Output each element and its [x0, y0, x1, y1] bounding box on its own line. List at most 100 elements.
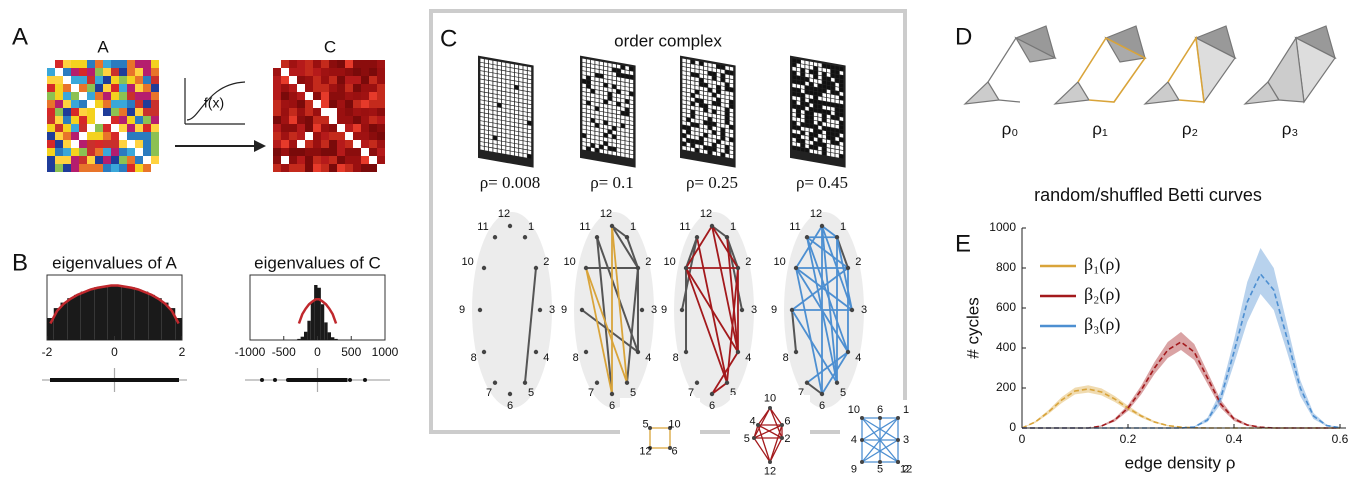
thumb-cell [582, 88, 586, 92]
thumb-cell [613, 80, 617, 84]
thumb-cell [587, 122, 591, 126]
matrix-cell [111, 92, 119, 100]
thumb-cell [587, 88, 591, 92]
thumb-cell [827, 73, 831, 77]
thumb-cell [528, 92, 532, 96]
thumb-cell [506, 151, 510, 155]
thumb-cell [506, 126, 510, 130]
thumb-cell [814, 100, 818, 104]
node [680, 308, 684, 312]
thumb-cell [604, 129, 608, 133]
thumb-cell [493, 127, 497, 131]
thumb-cell [485, 105, 489, 109]
matrix-cell [313, 132, 321, 140]
thumb-cell [617, 148, 621, 152]
thumb-cell [480, 79, 484, 83]
thumb-cell [827, 152, 831, 156]
thumb-cell [835, 133, 839, 137]
thumb-cell [515, 90, 519, 94]
thumb-cell [840, 117, 844, 121]
thumb-cell [485, 97, 489, 101]
y-tick-label: 0 [1009, 420, 1016, 434]
node [846, 266, 850, 270]
matrix-cell [143, 60, 151, 68]
thumb-cell [630, 121, 634, 125]
thumb-cell [511, 143, 515, 147]
matrix-cell [377, 156, 385, 164]
matrix-cell [329, 100, 337, 108]
matrix-cell [289, 132, 297, 140]
thumb-cell [515, 144, 519, 148]
thumb-cell [498, 124, 502, 128]
node-label: 6 [507, 400, 513, 412]
thumb-cell [506, 105, 510, 109]
matrix-cell [119, 140, 127, 148]
node [850, 308, 854, 312]
thumb-cell [515, 110, 519, 114]
node [534, 266, 538, 270]
matrix-cell [151, 84, 159, 92]
thumb-cell [721, 94, 725, 98]
thumb-cell [523, 145, 527, 149]
thumb-cell [823, 126, 827, 130]
thumb-cell [700, 120, 704, 124]
rug [50, 378, 179, 382]
thumb-cell [827, 102, 831, 106]
matrix-cell [369, 100, 377, 108]
thumb-cell [704, 100, 708, 104]
hist-title: eigenvalues of A [52, 253, 177, 272]
matrix-cell [135, 124, 143, 132]
matrix-cell [305, 148, 313, 156]
thumb-cell [818, 76, 822, 80]
thumb-cell [587, 118, 591, 122]
thumb-cell [810, 137, 814, 141]
thumb-cell [835, 154, 839, 158]
thumb-cell [523, 104, 527, 108]
thumb-cell [613, 68, 617, 72]
thumb-cell [591, 131, 595, 135]
thumb-cell [691, 64, 695, 68]
thumb-cell [502, 75, 506, 79]
matrix-cell [329, 76, 337, 84]
thumb-cell [511, 80, 515, 84]
clique-label: 12 [764, 465, 776, 477]
hist-bar [307, 321, 310, 340]
thumb-cell [630, 138, 634, 142]
matrix-cell [127, 132, 135, 140]
thumb-cell [617, 140, 621, 144]
matrix-cell [337, 92, 345, 100]
node-label: 5 [840, 387, 846, 399]
thumb-cell [625, 99, 629, 103]
matrix-cell [313, 124, 321, 132]
thumb-cell [814, 133, 818, 137]
matrix-cell [71, 60, 79, 68]
thumb-cell [519, 65, 523, 69]
x-tick-label: -500 [272, 345, 296, 359]
thumb-cell [792, 71, 796, 75]
thumb-cell [625, 91, 629, 95]
thumb-cell [591, 68, 595, 72]
thumb-cell [797, 76, 801, 80]
rug [288, 378, 348, 382]
node-label: 11 [679, 221, 690, 233]
thumb-cell [700, 116, 704, 120]
thumb-cell [498, 70, 502, 74]
thumb-cell [519, 115, 523, 119]
thumb-cell [523, 149, 527, 153]
matrix-cell [289, 108, 297, 116]
figure: A B C D E A C f(x) eigenvalues of A-202e… [0, 0, 1357, 477]
thumb-cell [621, 82, 625, 86]
matrix-cell [55, 156, 63, 164]
thumb-cell [682, 138, 686, 142]
matrix-cell [321, 108, 329, 116]
matrix-cell [329, 140, 337, 148]
y-tick-label: 200 [996, 380, 1016, 394]
thumb-cell [625, 74, 629, 78]
thumb-cell [717, 81, 721, 85]
thumb-cell [480, 138, 484, 142]
thumb-cell [831, 120, 835, 124]
thumb-cell [498, 91, 502, 95]
thumb-cell [827, 115, 831, 119]
clique-label: 4 [750, 415, 756, 427]
thumb-cell [713, 151, 717, 155]
